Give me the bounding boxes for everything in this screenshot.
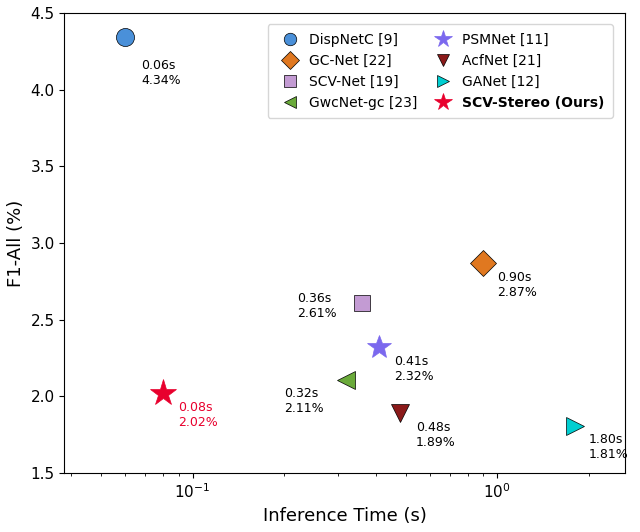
X-axis label: Inference Time (s): Inference Time (s) — [263, 507, 427, 525]
Text: 0.41s
2.32%: 0.41s 2.32% — [394, 355, 434, 383]
Text: 0.36s
2.61%: 0.36s 2.61% — [297, 292, 337, 320]
Text: 0.32s
2.11%: 0.32s 2.11% — [284, 387, 324, 415]
Text: 0.08s
2.02%: 0.08s 2.02% — [179, 401, 218, 429]
Y-axis label: F1-All (%): F1-All (%) — [7, 200, 25, 287]
Text: 0.06s
4.34%: 0.06s 4.34% — [141, 59, 181, 87]
Text: 0.90s
2.87%: 0.90s 2.87% — [497, 271, 537, 298]
Legend: DispNetC [9], GC-Net [22], SCV-Net [19], GwcNet-gc [23], PSMNet [11], AcfNet [21: DispNetC [9], GC-Net [22], SCV-Net [19],… — [268, 24, 613, 118]
Text: 0.48s
1.89%: 0.48s 1.89% — [416, 421, 456, 449]
Text: 1.80s
1.81%: 1.80s 1.81% — [589, 433, 629, 461]
